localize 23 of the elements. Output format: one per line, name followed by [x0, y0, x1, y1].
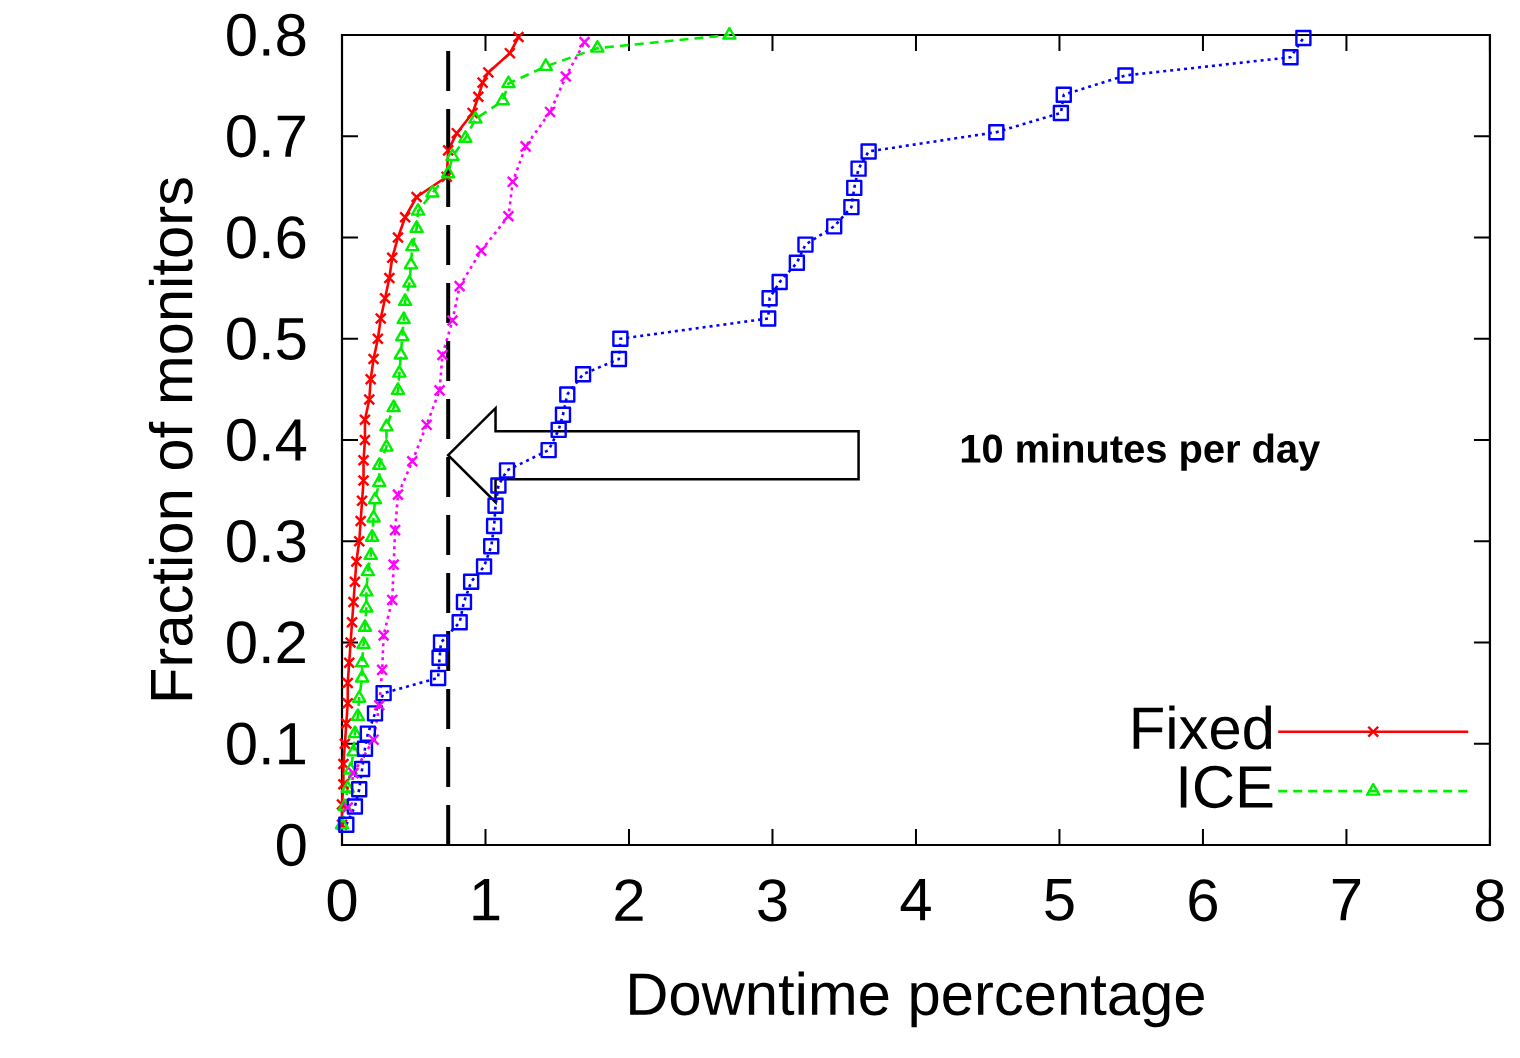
- y-tick-label: 0.2: [227, 621, 305, 664]
- annotation: 10 minutes per day: [961, 433, 1321, 471]
- y-tick-label: 0.3: [227, 520, 306, 563]
- x-tick-label: 2: [615, 879, 643, 921]
- legend-label: ICE: [1180, 765, 1273, 809]
- x-tick-label: 1: [473, 879, 500, 921]
- y-tick-label: 0.7: [227, 115, 305, 158]
- y-tick-label: 0: [276, 823, 306, 867]
- x-tick-label: 5: [1045, 879, 1074, 921]
- y-tick-label: 0.5: [227, 317, 306, 360]
- x-tick-label: 4: [900, 879, 931, 921]
- x-tick-label: 7: [1332, 879, 1361, 921]
- x-tick-label: 0: [327, 879, 357, 922]
- y-tick-label: 0.4: [227, 418, 307, 462]
- x-tick-label: 3: [758, 879, 787, 922]
- x-axis-title: Downtime percentage: [630, 971, 1204, 1028]
- y-tick-label: 0.6: [227, 216, 306, 259]
- y-axis-title: Fraction of monitors: [148, 178, 193, 700]
- x-tick-label: 6: [1189, 879, 1217, 922]
- legend-label: Fixed: [1133, 705, 1272, 750]
- y-tick-label: 0.8: [227, 13, 306, 57]
- x-tick-label: 8: [1475, 879, 1504, 922]
- y-tick-label: 0.1: [227, 722, 305, 765]
